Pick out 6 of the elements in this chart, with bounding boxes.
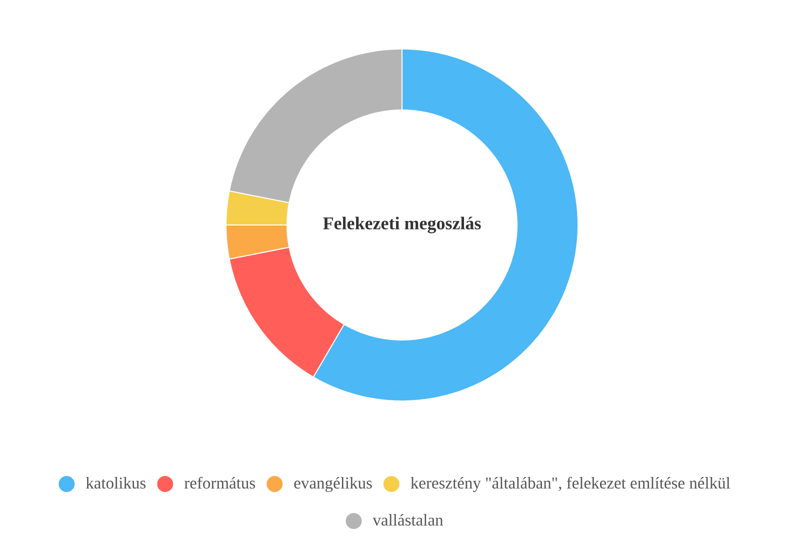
legend-label: vallástalan: [372, 514, 444, 526]
legend-label: evangélikus: [294, 476, 372, 492]
legend-label: református: [184, 476, 256, 489]
legend-label: keresztény "általában", felekezet említése nélkül: [410, 476, 730, 492]
legend-label: katolikus: [86, 477, 146, 489]
text: Felekezeti megoszlás: [323, 216, 481, 234]
